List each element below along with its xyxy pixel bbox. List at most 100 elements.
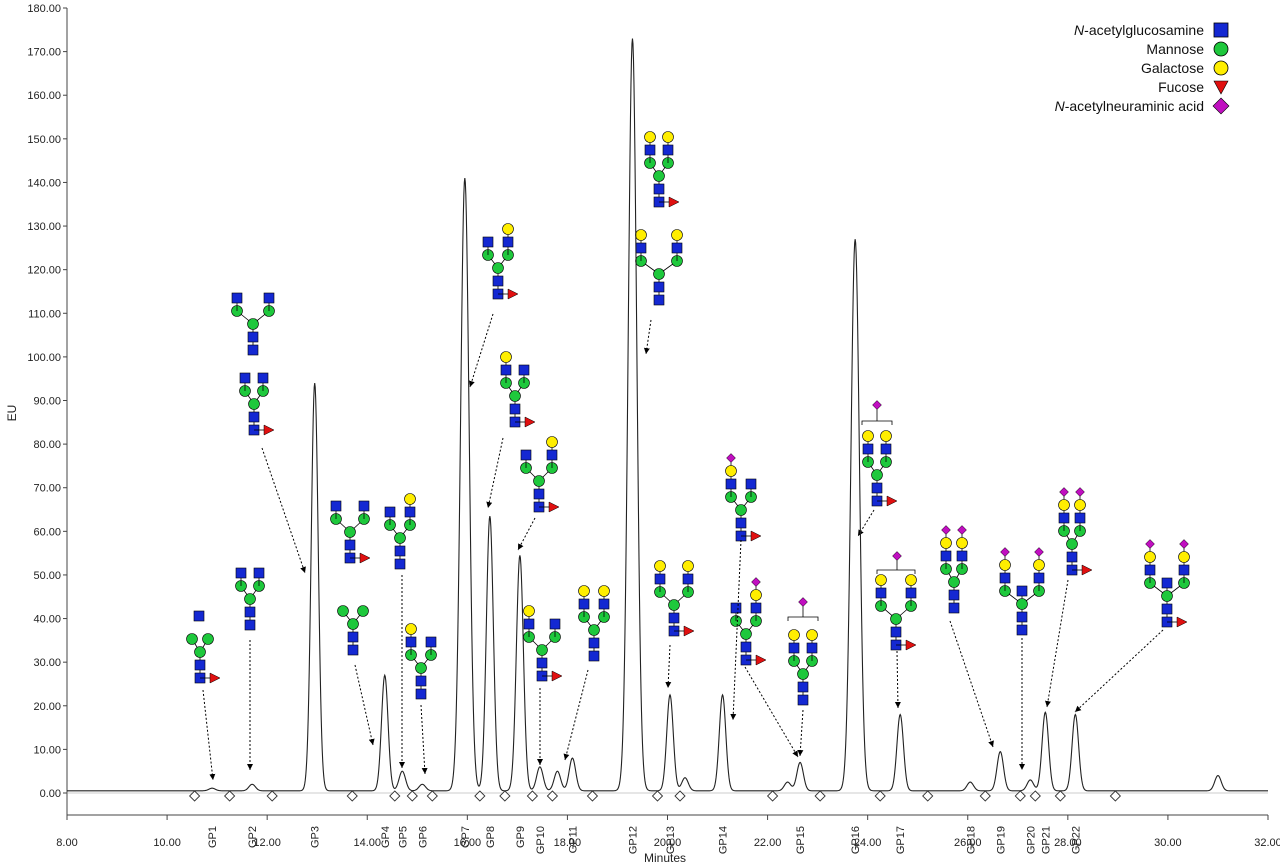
peak-label-gp13: GP13 [665, 826, 677, 854]
glcnac-icon [425, 636, 437, 648]
integration-marker [979, 790, 991, 802]
galactose-icon [1210, 59, 1232, 77]
glcnac-icon [940, 550, 952, 562]
galactose-icon [662, 131, 674, 143]
y-tick-label: 80.00 [33, 439, 61, 451]
glcnac-icon [1161, 577, 1173, 589]
fucose-icon [209, 672, 221, 684]
peak-label-gp9: GP9 [515, 826, 527, 848]
y-tick-label: 120.00 [27, 265, 61, 277]
glcnac-icon [193, 610, 205, 622]
legend-item: Galactose [972, 58, 1232, 77]
x-tick-label: 16.00 [454, 837, 482, 849]
peak-label-gp2: GP2 [247, 826, 259, 848]
x-tick-label: 24.00 [854, 837, 882, 849]
glcnac-icon [500, 364, 512, 376]
y-tick-label: 160.00 [27, 90, 61, 102]
mannose-icon [337, 605, 349, 617]
legend-label: N-acetylglucosamine [1074, 21, 1204, 38]
y-axis-ticks: 0.00 10.00 20.00 30.00 40.00 50.00 60.00 70.00 8… [27, 3, 67, 800]
mannose-icon [735, 504, 747, 516]
galactose-icon [644, 131, 656, 143]
peak-label-gp1: GP1 [207, 826, 219, 848]
glcnac-icon [948, 602, 960, 614]
y-axis-title: EU [5, 405, 19, 422]
y-tick-label: 60.00 [33, 526, 61, 538]
glcnac-icon [247, 331, 259, 343]
legend-item: Fucose [972, 77, 1232, 96]
peak-label-gp19: GP19 [995, 826, 1007, 854]
sialic-acid-icon [726, 453, 736, 463]
galactose-icon [1144, 551, 1156, 563]
peak-arrow [486, 437, 504, 509]
glcnac-icon [682, 573, 694, 585]
integration-marker [266, 790, 278, 802]
glcnac-icon [797, 681, 809, 693]
glcnac-icon [546, 449, 558, 461]
mannose-icon [653, 170, 665, 182]
legend-item: N-acetylneuraminic acid [972, 96, 1232, 115]
galactose-icon [880, 430, 892, 442]
x-tick-label: 14.00 [353, 837, 381, 849]
galactose-icon [1074, 499, 1086, 511]
x-tick-label: 12.00 [253, 837, 281, 849]
galactose-icon [598, 585, 610, 597]
peak-label-gp18: GP18 [965, 826, 977, 854]
y-tick-label: 40.00 [33, 614, 61, 626]
glycan-bracket [787, 616, 819, 621]
galactose-icon [654, 560, 666, 572]
peak-label-gp3: GP3 [310, 826, 322, 848]
sialic-acid-icon [941, 525, 951, 535]
glcnac-icon [502, 236, 514, 248]
glcnac-icon [1178, 564, 1190, 576]
integration-marker [1014, 790, 1026, 802]
peak-arrow [797, 709, 804, 757]
integration-marker [1109, 790, 1122, 802]
glcnac-icon [244, 606, 256, 618]
glcnac-icon [1033, 572, 1045, 584]
mannose-icon [344, 526, 356, 538]
mannose-icon [668, 599, 680, 611]
glcnac-icon [1074, 512, 1086, 524]
peak-label-gp20: GP20 [1025, 826, 1037, 854]
x-tick-label: 32.00 [1254, 837, 1280, 849]
glcnac-icon [394, 558, 406, 570]
fucose-icon [683, 625, 695, 637]
glcnac-icon [549, 618, 561, 630]
mannose-icon [394, 532, 406, 544]
sialic-acid-icon [1075, 487, 1085, 497]
glcnac-icon [231, 292, 243, 304]
integration-marker [426, 790, 438, 802]
peak-arrows [202, 313, 1164, 781]
glcnac-icon [394, 545, 406, 557]
glcnac-icon [1058, 512, 1070, 524]
peak-label-gp15: GP15 [795, 826, 807, 854]
x-tick-label: 20.00 [654, 837, 682, 849]
y-tick-label: 30.00 [33, 657, 61, 669]
mannose-icon [186, 633, 198, 645]
glcnac-icon [588, 637, 600, 649]
legend-label: N-acetylneuraminic acid [1054, 97, 1204, 114]
peak-label-gp14: GP14 [718, 826, 730, 854]
galactose-icon [523, 605, 535, 617]
peak-label-gp16: GP16 [850, 826, 862, 854]
peak-label-gp10: GP10 [535, 826, 547, 854]
glcnac-icon [257, 372, 269, 384]
galactose-icon [635, 229, 647, 241]
fucose-icon [755, 654, 767, 666]
mannose-icon [492, 262, 504, 274]
integration-marker [874, 790, 886, 802]
peak-arrow [420, 704, 428, 775]
integration-marker [188, 790, 201, 802]
glcnac-icon [598, 598, 610, 610]
galactose-icon [682, 560, 694, 572]
sialic-acid-icon [872, 400, 882, 410]
legend-label: Galactose [1140, 59, 1204, 76]
integration-marker [389, 790, 401, 802]
fucose-icon [905, 639, 917, 651]
x-tick-label: 10.00 [153, 837, 181, 849]
fucose-icon [548, 501, 560, 513]
glcnac-icon [740, 641, 752, 653]
x-tick-label: 18.00 [554, 837, 582, 849]
mannose-icon [588, 624, 600, 636]
